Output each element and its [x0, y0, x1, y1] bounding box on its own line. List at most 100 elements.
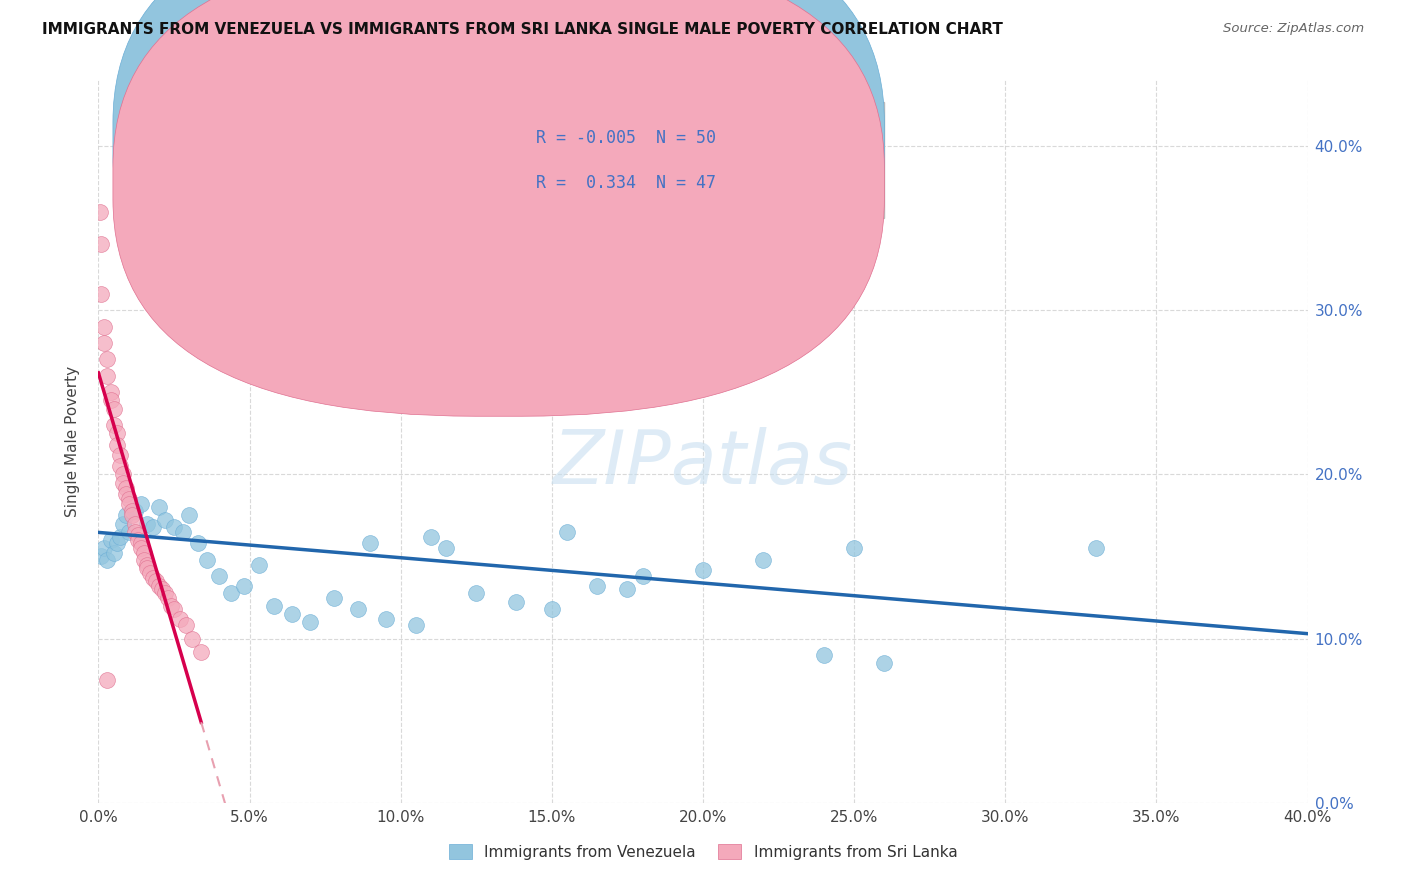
Point [127, 533, 149, 547]
Point [90, 549, 112, 564]
Point [96, 673, 118, 687]
Point [174, 618, 197, 632]
Point [1085, 541, 1108, 556]
Point [269, 270, 291, 285]
FancyBboxPatch shape [112, 0, 884, 417]
Point [129, 536, 152, 550]
Point [181, 632, 204, 646]
Point [114, 487, 136, 501]
Point [172, 524, 194, 539]
Point [129, 497, 152, 511]
Point [105, 426, 128, 441]
Point [100, 533, 122, 547]
Text: ZIPatlas: ZIPatlas [553, 427, 853, 500]
Point [103, 546, 125, 560]
Point [190, 645, 212, 659]
Text: Source: ZipAtlas.com: Source: ZipAtlas.com [1223, 22, 1364, 36]
Point [142, 520, 165, 534]
Point [405, 618, 427, 632]
Point [145, 574, 167, 588]
Point [103, 401, 125, 416]
Point [586, 579, 609, 593]
Point [121, 508, 143, 523]
Point [232, 579, 254, 593]
Point [505, 595, 527, 609]
Point [314, 319, 336, 334]
Point [100, 393, 122, 408]
Point [121, 503, 143, 517]
Point [93, 336, 115, 351]
Point [103, 418, 125, 433]
Point [195, 553, 218, 567]
Point [108, 459, 131, 474]
Point [153, 513, 176, 527]
Point [374, 612, 396, 626]
Point [156, 591, 179, 605]
Point [616, 582, 638, 597]
Point [148, 500, 170, 515]
Point [89, 204, 111, 219]
Point [93, 541, 115, 556]
Legend: Immigrants from Venezuela, Immigrants from Sri Lanka: Immigrants from Venezuela, Immigrants fr… [441, 836, 965, 867]
Point [135, 561, 157, 575]
Point [299, 615, 322, 630]
Point [360, 536, 382, 550]
FancyBboxPatch shape [449, 102, 884, 218]
Point [118, 524, 141, 539]
Point [135, 558, 157, 572]
Point [139, 566, 162, 580]
Point [111, 475, 134, 490]
Point [150, 582, 173, 597]
Point [96, 352, 118, 367]
Point [105, 536, 128, 550]
Point [163, 520, 186, 534]
Y-axis label: Single Male Poverty: Single Male Poverty [65, 366, 80, 517]
Point [347, 602, 370, 616]
Point [105, 438, 128, 452]
Point [124, 516, 146, 531]
Point [90, 286, 112, 301]
Point [96, 553, 118, 567]
Point [132, 546, 155, 560]
Point [434, 541, 457, 556]
Point [873, 657, 896, 671]
Point [111, 467, 134, 482]
Point [631, 569, 654, 583]
FancyBboxPatch shape [112, 0, 884, 372]
Point [93, 319, 115, 334]
Point [135, 516, 157, 531]
Point [692, 563, 714, 577]
Point [540, 602, 562, 616]
Point [247, 558, 270, 572]
Point [142, 571, 165, 585]
Point [132, 553, 155, 567]
Point [179, 508, 201, 523]
Point [420, 530, 443, 544]
Point [187, 536, 209, 550]
Point [114, 481, 136, 495]
Point [90, 237, 112, 252]
Text: R = -0.005  N = 50: R = -0.005 N = 50 [536, 129, 716, 147]
Point [752, 553, 775, 567]
Point [118, 491, 141, 506]
Point [118, 497, 141, 511]
Point [153, 585, 176, 599]
Point [124, 503, 146, 517]
Point [323, 591, 346, 605]
Point [108, 448, 131, 462]
Point [148, 579, 170, 593]
Point [96, 368, 118, 383]
Point [100, 385, 122, 400]
Point [263, 599, 285, 613]
Point [465, 585, 488, 599]
Point [124, 524, 146, 539]
Point [108, 530, 131, 544]
Text: IMMIGRANTS FROM VENEZUELA VS IMMIGRANTS FROM SRI LANKA SINGLE MALE POVERTY CORRE: IMMIGRANTS FROM VENEZUELA VS IMMIGRANTS … [42, 22, 1002, 37]
Point [160, 599, 183, 613]
Point [813, 648, 835, 662]
Point [844, 541, 866, 556]
Point [169, 612, 191, 626]
Point [208, 569, 231, 583]
Point [281, 607, 304, 621]
Text: R =  0.334  N = 47: R = 0.334 N = 47 [536, 174, 716, 192]
